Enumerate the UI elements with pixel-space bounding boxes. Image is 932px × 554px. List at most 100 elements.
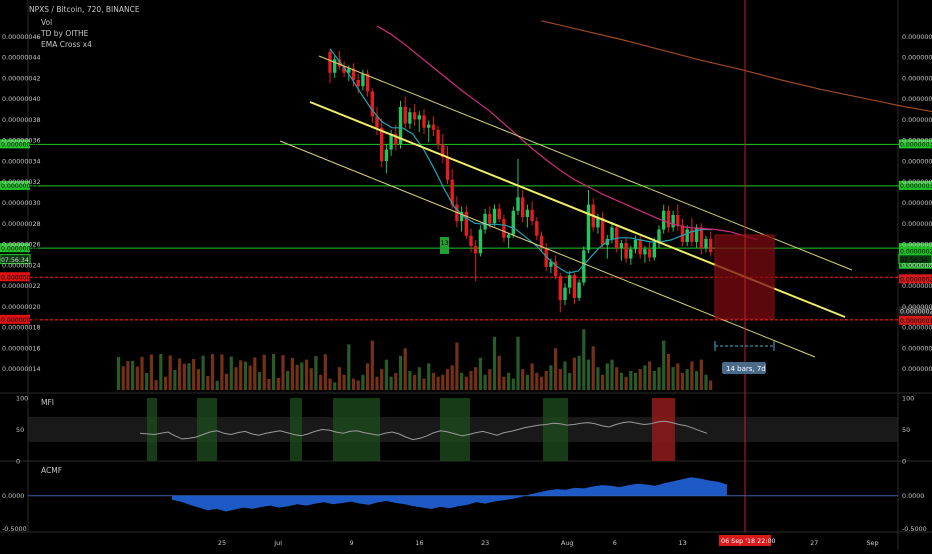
volume-bar [286, 371, 289, 390]
candle-body [681, 225, 684, 242]
candle-body [610, 227, 613, 238]
volume-bar [507, 373, 510, 390]
y-tick-label-left: 0.00000044 [2, 54, 41, 62]
candle-body [629, 249, 632, 258]
volume-bar [648, 362, 651, 391]
volume-bar [375, 377, 378, 390]
volume-bar [545, 371, 548, 390]
volume-bar [413, 375, 416, 390]
y-tick-label-left: 0.00000022 [2, 282, 41, 290]
candle-body [577, 282, 580, 298]
volume-bar [625, 377, 628, 390]
y-tick-label-right: 0.00000042 [902, 74, 932, 82]
mfi-tick-label-right: 0 [902, 458, 906, 466]
volume-bar [418, 367, 421, 390]
candle-body [357, 80, 360, 86]
candle-body [404, 107, 407, 124]
volume-bar [244, 362, 247, 390]
candle-body [436, 130, 439, 145]
y-tick-label-left: 0.00000030 [2, 199, 41, 207]
volume-bar [474, 367, 477, 390]
volume-bar [681, 373, 684, 390]
candle-body [563, 288, 566, 300]
volume-bar [493, 337, 496, 390]
volume-bar [610, 360, 613, 390]
volume-bar [700, 360, 703, 390]
volume-bar [643, 365, 646, 390]
volume-bar [667, 354, 670, 390]
indicator-td-label[interactable]: TD by OITHE [41, 29, 88, 38]
volume-bar [531, 363, 534, 390]
volume-bar [253, 357, 256, 390]
volume-bar [234, 367, 237, 390]
candle-body [408, 112, 411, 123]
volume-bar [596, 367, 599, 390]
mfi-tick-label-right: 50 [902, 426, 910, 434]
candle-body [469, 236, 472, 246]
volume-bar [662, 341, 665, 390]
volume-bar [343, 375, 346, 390]
candle-body [671, 215, 674, 227]
candle-body [709, 239, 712, 252]
volume-bar [338, 367, 341, 390]
candle-body [516, 197, 519, 210]
mfi-tick-label-left: 100 [16, 395, 28, 403]
candle-body [587, 205, 590, 251]
x-tick-label: 27 [810, 539, 818, 547]
volume-bar [300, 362, 303, 390]
volume-bar [202, 356, 205, 390]
volume-bar [639, 369, 642, 390]
volume-bar [173, 370, 176, 390]
volume-bar [465, 377, 468, 390]
volume-bar [197, 369, 200, 390]
volume-bar [526, 375, 529, 390]
volume-bar [709, 381, 712, 391]
y-tick-label-left: 0.00000016 [2, 344, 41, 352]
mfi-oversold-zone [290, 398, 302, 461]
volume-bar [187, 363, 190, 390]
volume-bar [357, 381, 360, 391]
volume-bar [422, 379, 425, 390]
volume-bar [653, 371, 656, 390]
candle-body [512, 211, 515, 235]
y-tick-label-right: 0.00000024 [902, 261, 932, 269]
volume-bar [601, 375, 604, 390]
volume-bar [296, 365, 299, 390]
volume-bar [498, 356, 501, 390]
volume-bar [484, 375, 487, 390]
candle-body [427, 125, 430, 128]
volume-bar [502, 377, 505, 390]
volume-bar [455, 343, 458, 391]
mfi-tick-label-left: 50 [16, 426, 24, 434]
volume-bar [573, 358, 576, 390]
indicator-ema-label[interactable]: EMA Cross x4 [41, 40, 92, 49]
volume-bar [347, 344, 350, 390]
indicator-vol-label[interactable]: Vol [41, 18, 52, 27]
volume-bar [178, 359, 181, 390]
volume-bar [427, 363, 430, 390]
volume-bar [615, 367, 618, 390]
mfi-tick-label-right: 100 [902, 395, 914, 403]
acmf-tick-label-left: 0.0000 [2, 492, 24, 500]
volume-bar [126, 361, 129, 390]
y-tick-label-right: 0.00000026 [902, 241, 932, 249]
y-tick-label-left: 0.00000020 [2, 303, 41, 311]
price-tag-text: 0.00000026 [900, 248, 932, 255]
x-tick-label: 13 [679, 539, 687, 547]
volume-bar [371, 341, 374, 390]
candle-body [498, 209, 501, 219]
volume-bar [563, 362, 566, 391]
volume-bar [469, 371, 472, 390]
candle-body [695, 227, 698, 242]
candle-body [634, 240, 637, 249]
volume-bar [408, 371, 411, 390]
volume-bar [230, 357, 233, 390]
y-tick-label-right: 0.00000018 [902, 324, 932, 332]
volume-bar [159, 354, 162, 390]
volume-bar [183, 364, 186, 390]
y-tick-label-right: 0.00000030 [902, 199, 932, 207]
candle-body [328, 52, 331, 73]
crosshair-date-text: 06 Sep '18 22:00 [721, 537, 776, 545]
candle-body [413, 112, 416, 119]
